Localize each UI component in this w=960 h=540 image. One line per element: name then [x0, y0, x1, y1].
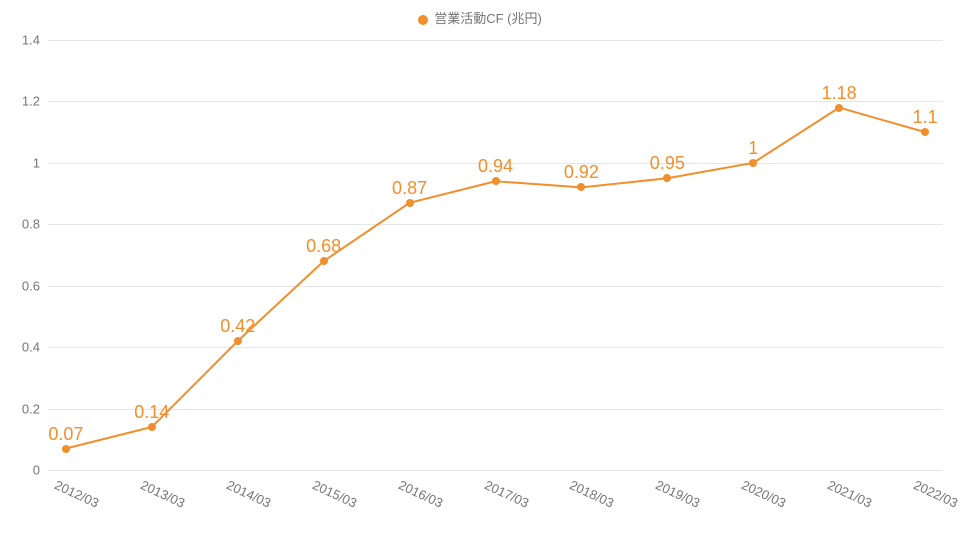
x-tick-label: 2012/03 [52, 470, 104, 511]
x-tick-label: 2020/03 [740, 470, 792, 511]
data-point [62, 445, 70, 453]
x-tick-label: 2019/03 [654, 470, 706, 511]
data-point [835, 104, 843, 112]
data-label: 0.42 [220, 316, 255, 337]
data-point [749, 159, 757, 167]
y-tick-label: 1 [33, 155, 48, 170]
data-point [320, 257, 328, 265]
data-label: 0.07 [48, 423, 83, 444]
data-point [577, 183, 585, 191]
data-label: 0.68 [306, 236, 341, 257]
legend: 営業活動CF (兆円) [0, 8, 960, 27]
x-tick-label: 2015/03 [310, 470, 362, 511]
data-label: 1 [748, 138, 758, 159]
line-svg [48, 40, 943, 470]
x-tick-label: 2016/03 [396, 470, 448, 511]
plot-area: 00.20.40.60.811.21.40.072012/030.142013/… [48, 40, 943, 470]
y-tick-label: 1.4 [22, 33, 48, 48]
data-label: 0.87 [392, 178, 427, 199]
data-label: 1.1 [913, 107, 938, 128]
chart-container: 営業活動CF (兆円) 00.20.40.60.811.21.40.072012… [0, 0, 960, 540]
x-tick-label: 2022/03 [911, 470, 960, 511]
data-label: 0.95 [650, 153, 685, 174]
data-point [492, 177, 500, 185]
x-tick-label: 2018/03 [568, 470, 620, 511]
y-tick-label: 0 [33, 463, 48, 478]
legend-label: 営業活動CF (兆円) [434, 11, 542, 26]
x-tick-label: 2013/03 [138, 470, 190, 511]
x-tick-label: 2014/03 [224, 470, 276, 511]
y-tick-label: 0.4 [22, 340, 48, 355]
data-point [921, 128, 929, 136]
y-tick-label: 0.6 [22, 278, 48, 293]
y-tick-label: 1.2 [22, 94, 48, 109]
x-tick-label: 2021/03 [825, 470, 877, 511]
data-label: 0.94 [478, 156, 513, 177]
data-point [663, 174, 671, 182]
x-tick-label: 2017/03 [482, 470, 534, 511]
data-point [148, 423, 156, 431]
data-label: 0.92 [564, 162, 599, 183]
data-label: 0.14 [134, 402, 169, 423]
data-point [406, 199, 414, 207]
data-point [234, 337, 242, 345]
data-label: 1.18 [822, 82, 857, 103]
y-tick-label: 0.8 [22, 217, 48, 232]
y-tick-label: 0.2 [22, 401, 48, 416]
legend-marker [418, 15, 428, 25]
